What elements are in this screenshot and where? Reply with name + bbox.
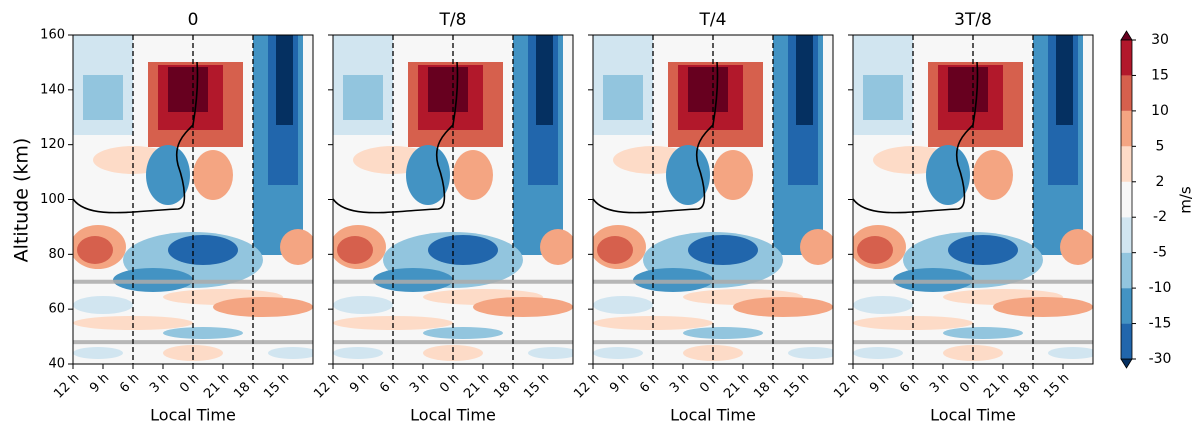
colorbar-tick-label: -10 xyxy=(1149,280,1172,296)
x-tick-label: 12 h xyxy=(51,371,82,402)
colorbar-label: m/s xyxy=(1177,186,1195,214)
x-axis-label: Local Time xyxy=(150,406,236,425)
colorbar-tick-label: -5 xyxy=(1153,245,1167,261)
panel-title: T/4 xyxy=(699,10,727,30)
y-tick-label: 60 xyxy=(48,302,65,317)
x-tick-label: 9 h xyxy=(607,371,632,396)
x-axis-label: Local Time xyxy=(410,406,496,425)
colorbar-extend-low xyxy=(1120,358,1133,369)
x-tick-label: 0 h xyxy=(697,371,722,396)
y-tick-label: 100 xyxy=(40,192,65,207)
x-tick-label: 6 h xyxy=(117,371,142,396)
x-tick-label: 6 h xyxy=(897,371,922,396)
colorbar-tick-label: 30 xyxy=(1151,32,1169,48)
colorbar-band xyxy=(1121,181,1132,218)
colorbar-tick-label: 10 xyxy=(1151,103,1169,119)
y-tick-label: 40 xyxy=(48,357,65,372)
x-tick-label: 9 h xyxy=(867,371,892,396)
y-axis-label: Altitude (km) xyxy=(11,138,33,263)
x-tick-label: 3 h xyxy=(667,371,692,396)
colorbar-tick-label: 2 xyxy=(1156,174,1165,190)
x-tick-label: 21 h xyxy=(981,371,1012,402)
x-tick-label: 6 h xyxy=(637,371,662,396)
panel-title: 3T/8 xyxy=(954,10,992,30)
contour-field xyxy=(590,35,838,364)
colorbar-tick-label: -30 xyxy=(1149,351,1172,367)
y-tick-label: 120 xyxy=(40,137,65,152)
contour-field xyxy=(70,35,318,364)
colorbar-band xyxy=(1121,252,1132,289)
x-tick-label: 9 h xyxy=(87,371,112,396)
colorbar-band xyxy=(1121,40,1132,76)
x-tick-label: 21 h xyxy=(461,371,492,402)
x-tick-label: 18 h xyxy=(231,371,262,402)
x-tick-label: 18 h xyxy=(751,371,782,402)
x-tick-label: 12 h xyxy=(831,371,862,402)
colorbar-band xyxy=(1121,217,1132,253)
x-tick-label: 15 h xyxy=(521,371,552,402)
x-axis-label: Local Time xyxy=(670,406,756,425)
x-tick-label: 21 h xyxy=(721,371,752,402)
colorbar-band xyxy=(1121,323,1132,359)
contour-field xyxy=(330,35,578,364)
panel-title: 0 xyxy=(188,10,199,30)
y-tick-label: 80 xyxy=(48,247,65,262)
x-tick-label: 3 h xyxy=(407,371,432,396)
x-axis-label: Local Time xyxy=(930,406,1016,425)
colorbar-band xyxy=(1121,110,1132,147)
x-tick-label: 15 h xyxy=(781,371,812,402)
x-tick-label: 6 h xyxy=(377,371,402,396)
colorbar-band xyxy=(1121,75,1132,111)
colorbar-band xyxy=(1121,146,1132,182)
x-tick-label: 3 h xyxy=(927,371,952,396)
x-tick-label: 18 h xyxy=(1011,371,1042,402)
x-tick-label: 21 h xyxy=(201,371,232,402)
colorbar-extend-high xyxy=(1120,30,1133,41)
x-tick-label: 0 h xyxy=(437,371,462,396)
x-tick-label: 9 h xyxy=(347,371,372,396)
x-tick-label: 12 h xyxy=(571,371,602,402)
colorbar-band xyxy=(1121,288,1132,324)
colorbar-tick-label: -15 xyxy=(1149,316,1172,332)
colorbar-frame xyxy=(1120,39,1133,360)
x-tick-label: 0 h xyxy=(177,371,202,396)
x-tick-label: 15 h xyxy=(261,371,292,402)
x-tick-label: 12 h xyxy=(311,371,342,402)
x-tick-label: 18 h xyxy=(491,371,522,402)
x-tick-label: 0 h xyxy=(957,371,982,396)
colorbar-tick-label: -2 xyxy=(1153,209,1167,225)
colorbar-tick-label: 15 xyxy=(1151,67,1169,83)
x-tick-label: 15 h xyxy=(1041,371,1072,402)
panel-title: T/8 xyxy=(439,10,467,30)
colorbar-tick-label: 5 xyxy=(1156,138,1165,154)
y-tick-label: 160 xyxy=(40,28,65,43)
y-tick-label: 140 xyxy=(40,82,65,97)
x-tick-label: 3 h xyxy=(147,371,172,396)
contour-field xyxy=(850,35,1098,364)
